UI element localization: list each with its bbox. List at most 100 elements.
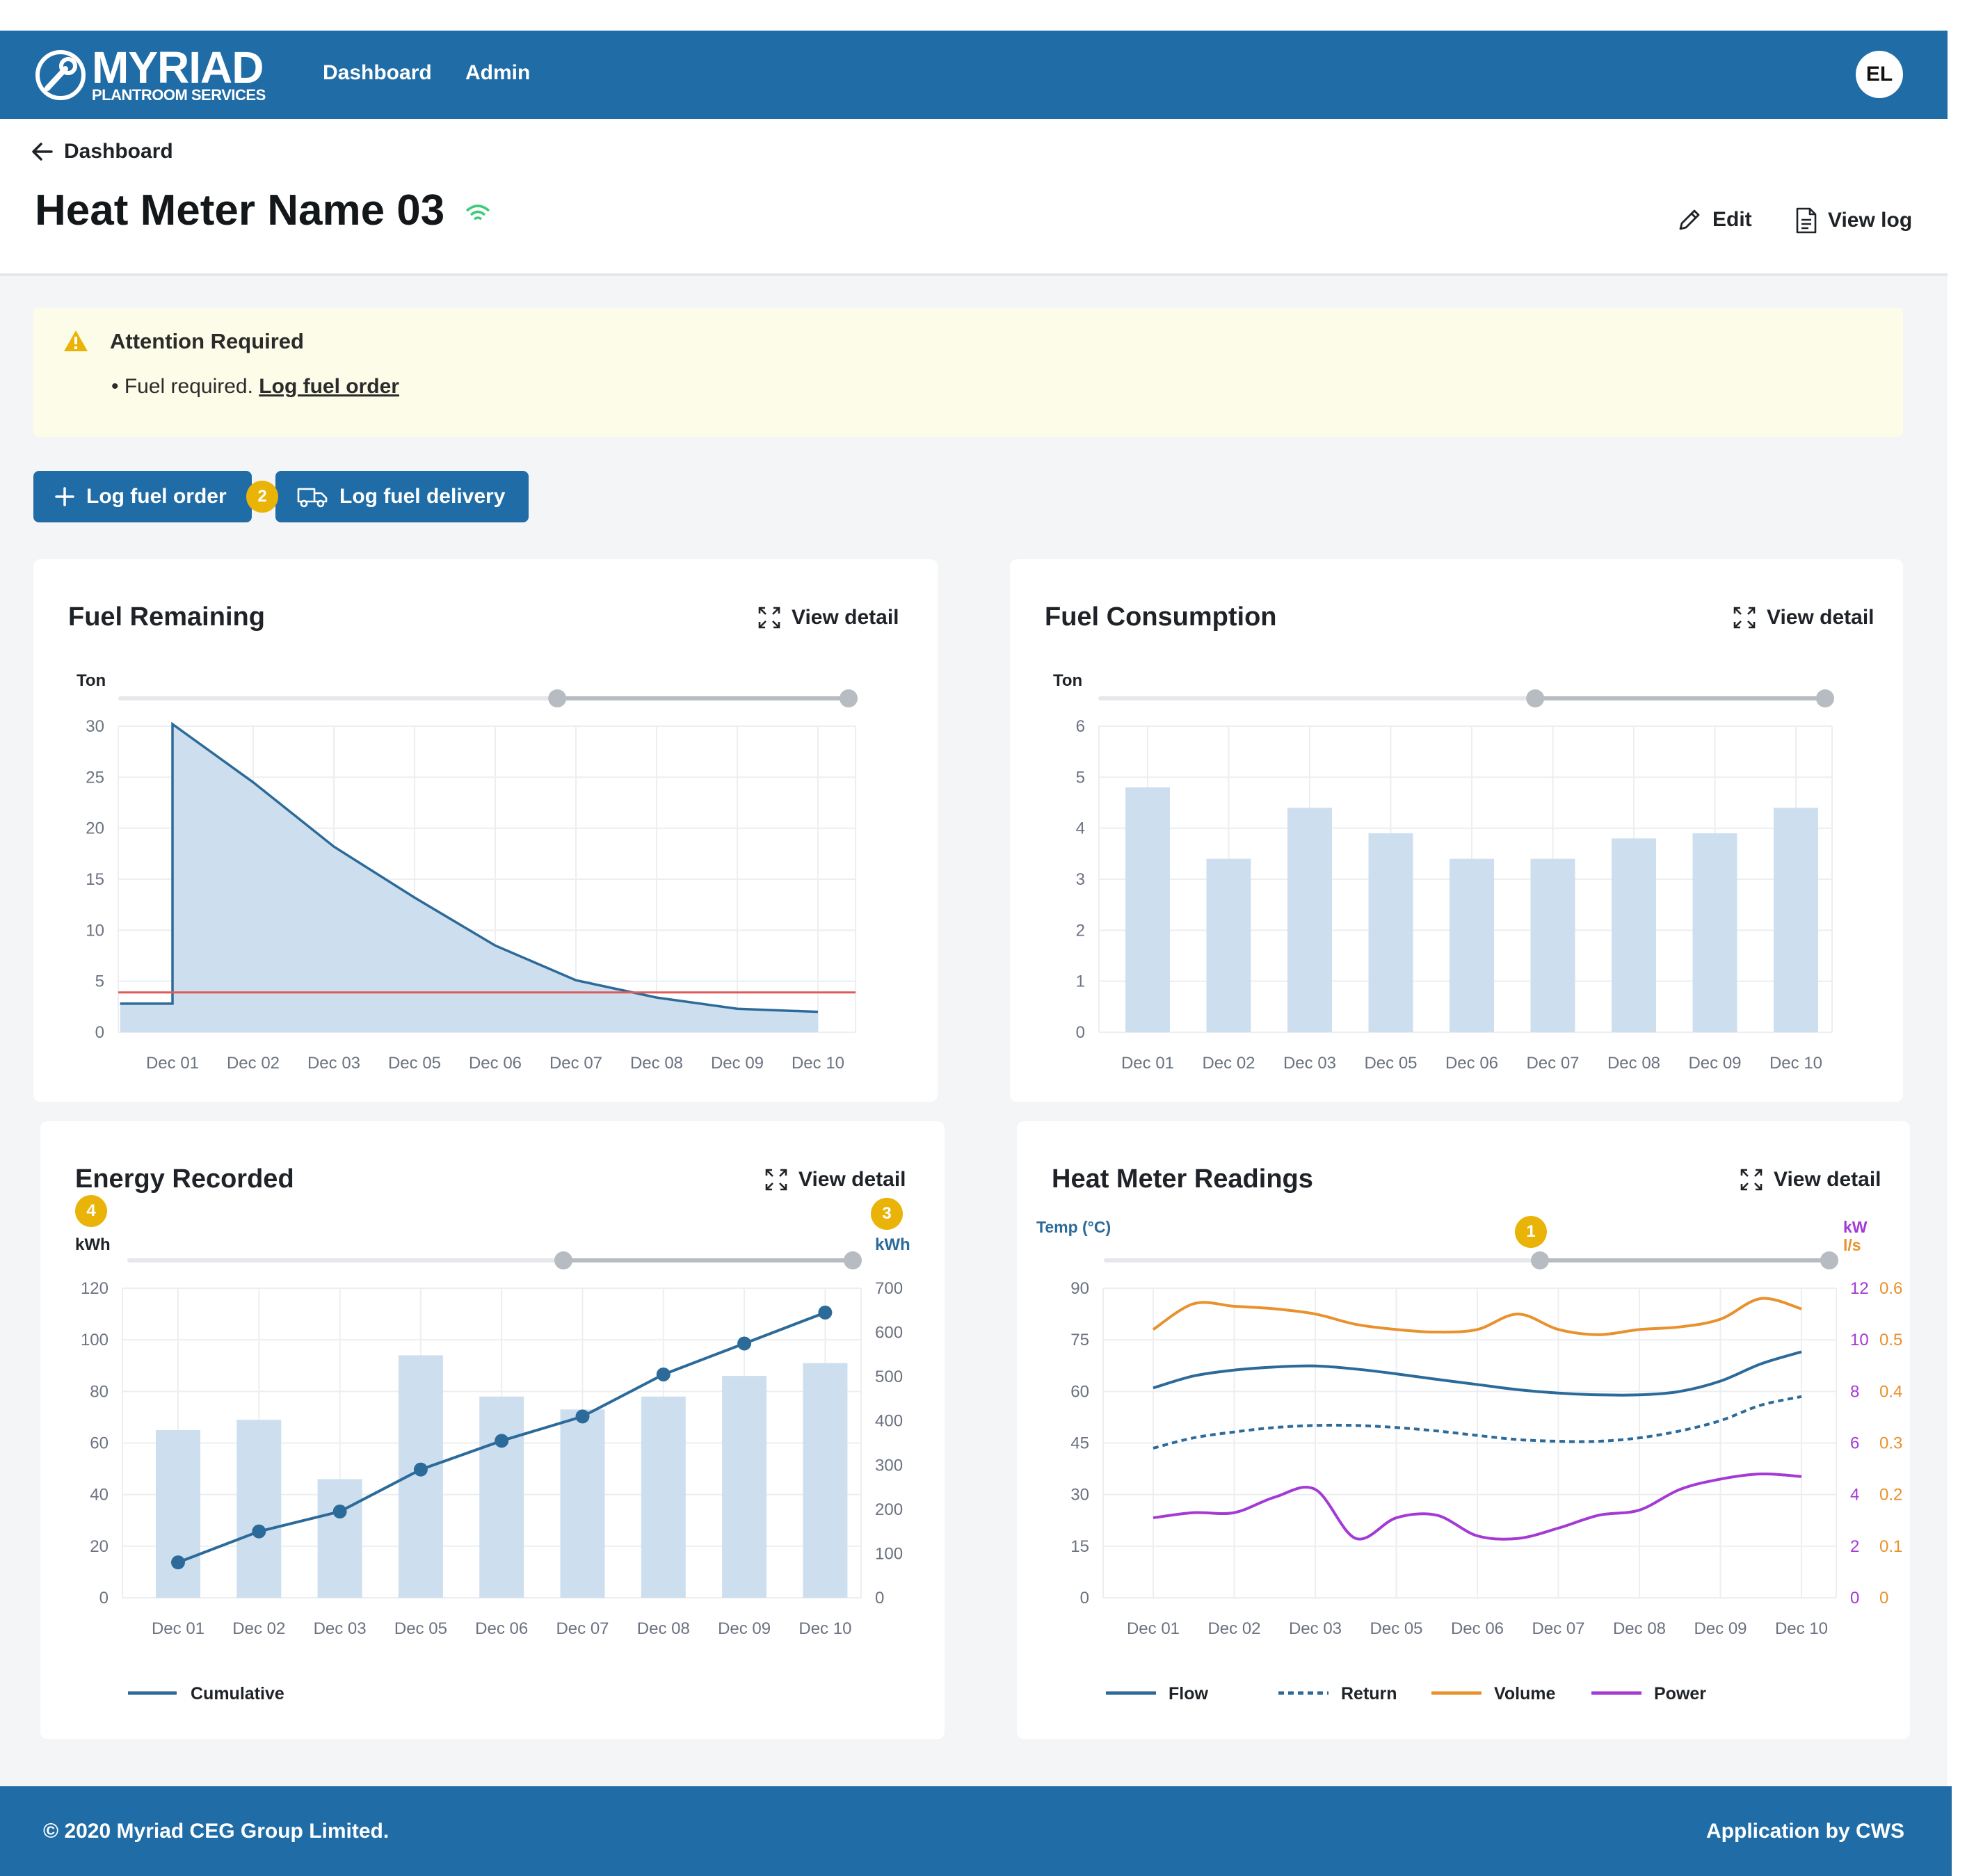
alert-message: Fuel required. bbox=[124, 375, 253, 398]
fuel-consumption-bar bbox=[1692, 833, 1737, 1032]
cumulative-point bbox=[252, 1524, 266, 1539]
x-tick-label: Dec 05 bbox=[1370, 1619, 1422, 1638]
energy-bar bbox=[641, 1396, 686, 1598]
range-handle-end[interactable] bbox=[1816, 689, 1834, 707]
legend-label-return: Return bbox=[1341, 1684, 1397, 1703]
legend-label-power: Power bbox=[1654, 1684, 1706, 1703]
range-handle-end[interactable] bbox=[844, 1251, 862, 1269]
y-tick-label: 90 bbox=[1070, 1279, 1089, 1298]
y-tick-label: 10 bbox=[86, 921, 104, 940]
view-detail-label: View detail bbox=[798, 1168, 906, 1191]
brand-logo[interactable]: MYRIAD PLANTROOM SERVICES bbox=[33, 45, 266, 104]
y-right-tick-label-kw: 2 bbox=[1850, 1537, 1859, 1556]
y-tick-label: 20 bbox=[90, 1537, 109, 1556]
logo-subtitle: PLANTROOM SERVICES bbox=[92, 86, 266, 104]
x-tick-label: Dec 10 bbox=[1769, 1054, 1822, 1073]
x-tick-label: Dec 08 bbox=[1607, 1054, 1660, 1073]
y-tick-label: 120 bbox=[81, 1279, 109, 1298]
view-log-button[interactable]: View log bbox=[1795, 207, 1912, 234]
y-right-tick-label: 600 bbox=[875, 1324, 903, 1342]
heat-meter-view-detail[interactable]: View detail bbox=[1739, 1167, 1881, 1192]
log-fuel-order-link[interactable]: Log fuel order bbox=[259, 375, 399, 398]
document-icon bbox=[1796, 207, 1817, 234]
x-tick-label: Dec 03 bbox=[1289, 1619, 1342, 1638]
warning-icon bbox=[64, 330, 88, 351]
y-right-tick-label: 300 bbox=[875, 1456, 903, 1475]
fuel-remaining-view-detail[interactable]: View detail bbox=[757, 605, 899, 630]
series-line-volume bbox=[1152, 1297, 1802, 1336]
range-handle-start[interactable] bbox=[548, 689, 567, 707]
x-tick-label: Dec 05 bbox=[394, 1619, 447, 1638]
x-tick-label: Dec 10 bbox=[798, 1619, 851, 1638]
log-fuel-delivery-button[interactable]: Log fuel delivery bbox=[275, 471, 529, 522]
y-tick-label: 0 bbox=[1076, 1023, 1085, 1042]
x-tick-label: Dec 01 bbox=[152, 1619, 204, 1638]
y-right-tick-label-ls: 0.6 bbox=[1879, 1279, 1902, 1298]
plus-icon bbox=[55, 487, 74, 506]
dashboard-content: Attention Required • Fuel required. Log … bbox=[0, 276, 1948, 1786]
y-tick-label: 60 bbox=[90, 1434, 109, 1453]
y-axis-unit: Ton bbox=[1053, 671, 1082, 690]
y-tick-label: 60 bbox=[1070, 1382, 1089, 1401]
x-tick-label: Dec 08 bbox=[1613, 1619, 1666, 1638]
alert-title: Attention Required bbox=[110, 329, 304, 353]
y-right-tick-label: 700 bbox=[875, 1279, 903, 1298]
page-title: Heat Meter Name 03 bbox=[35, 186, 492, 235]
y-tick-label: 20 bbox=[86, 819, 104, 838]
heat-meter-readings-card: Heat Meter Readings View detail Temp (°C… bbox=[1017, 1121, 1910, 1739]
legend-label-flow: Flow bbox=[1169, 1684, 1208, 1703]
fuel-consumption-bar bbox=[1774, 808, 1818, 1032]
x-tick-label: Dec 10 bbox=[792, 1054, 844, 1073]
cumulative-point bbox=[495, 1434, 509, 1448]
y-tick-label: 5 bbox=[95, 972, 104, 991]
y-tick-label: 5 bbox=[1076, 768, 1085, 787]
x-tick-label: Dec 07 bbox=[1526, 1054, 1579, 1073]
y-right-tick-label: 400 bbox=[875, 1412, 903, 1431]
y-right-tick-label: 100 bbox=[875, 1544, 903, 1563]
y-right-tick-label-kw: 4 bbox=[1850, 1486, 1859, 1505]
nav-admin[interactable]: Admin bbox=[465, 61, 531, 84]
nav-dashboard[interactable]: Dashboard bbox=[323, 61, 432, 84]
y-tick-label: 0 bbox=[1080, 1589, 1089, 1608]
view-log-label: View log bbox=[1828, 209, 1913, 232]
x-tick-label: Dec 02 bbox=[232, 1619, 285, 1638]
log-fuel-order-button[interactable]: Log fuel order bbox=[33, 471, 252, 522]
y-right-tick-label-ls: 0.1 bbox=[1879, 1537, 1902, 1556]
energy-bar bbox=[560, 1409, 605, 1598]
x-tick-label: Dec 03 bbox=[307, 1054, 360, 1073]
y-tick-label: 4 bbox=[1076, 819, 1085, 838]
y-axis-unit-left-line1: Temp (°C) bbox=[1036, 1218, 1111, 1236]
user-avatar[interactable]: EL bbox=[1856, 51, 1903, 98]
x-tick-label: Dec 06 bbox=[1451, 1619, 1504, 1638]
range-handle-start[interactable] bbox=[1531, 1251, 1549, 1269]
y-tick-label: 0 bbox=[99, 1589, 109, 1608]
back-link[interactable]: Dashboard bbox=[31, 140, 173, 163]
footer-credit: Application by CWS bbox=[1706, 1820, 1904, 1843]
range-handle-start[interactable] bbox=[1526, 689, 1545, 707]
energy-recorded-view-detail[interactable]: View detail bbox=[764, 1167, 906, 1192]
fuel-consumption-view-detail[interactable]: View detail bbox=[1732, 605, 1874, 630]
x-tick-label: Dec 09 bbox=[1688, 1054, 1741, 1073]
range-handle-end[interactable] bbox=[1820, 1251, 1838, 1269]
energy-recorded-card: Energy Recorded View detail kWh kWh 0 20 40 6… bbox=[40, 1121, 945, 1739]
edit-button[interactable]: Edit bbox=[1676, 207, 1752, 233]
annotation-marker-4: 4 bbox=[75, 1195, 107, 1227]
y-tick-label: 0 bbox=[95, 1023, 104, 1042]
energy-bar bbox=[722, 1376, 767, 1598]
cumulative-point bbox=[818, 1305, 833, 1320]
x-tick-label: Dec 08 bbox=[637, 1619, 690, 1638]
expand-icon bbox=[758, 607, 780, 629]
series-line-return bbox=[1153, 1395, 1802, 1450]
range-handle-start[interactable] bbox=[554, 1251, 572, 1269]
x-tick-label: Dec 06 bbox=[475, 1619, 528, 1638]
annotation-marker-2: 2 bbox=[246, 481, 278, 513]
view-detail-label: View detail bbox=[1774, 1168, 1881, 1191]
range-handle-end[interactable] bbox=[840, 689, 858, 707]
fuel-consumption-card: Fuel Consumption View detail Ton 0 1 2 3 4 5 6 D… bbox=[1010, 559, 1903, 1102]
x-tick-label: Dec 09 bbox=[1694, 1619, 1747, 1638]
y-axis-unit: Ton bbox=[77, 671, 106, 690]
energy-bar bbox=[236, 1420, 282, 1598]
y-tick-label: 25 bbox=[86, 768, 104, 787]
y-right-tick-label-kw: 6 bbox=[1850, 1434, 1859, 1453]
truck-icon bbox=[297, 488, 328, 508]
